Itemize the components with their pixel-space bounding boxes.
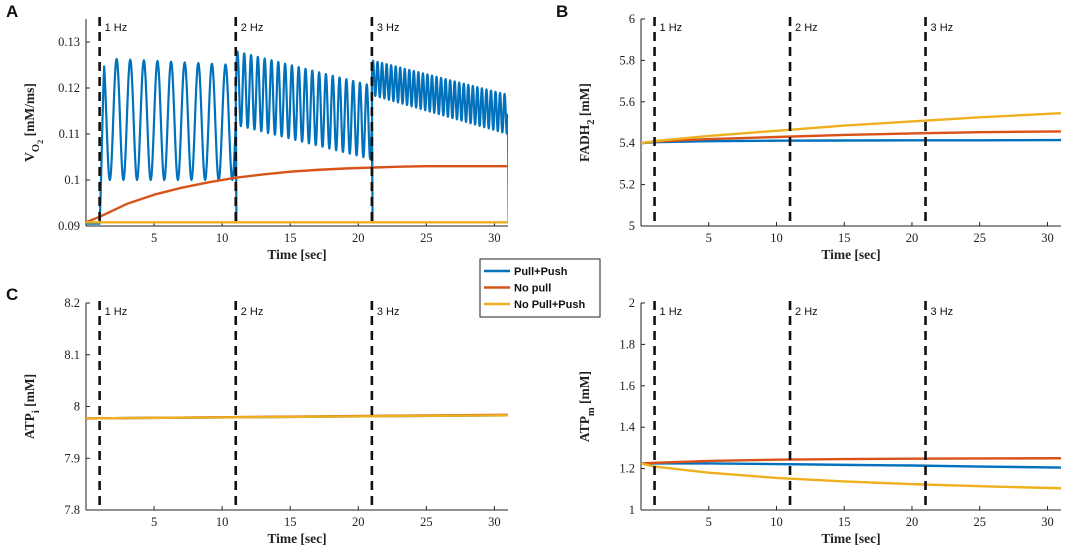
x-axis-label: Time [sec] (267, 247, 326, 262)
stimulus-marker-label: 3 Hz (377, 22, 400, 34)
x-tick-label: 20 (906, 515, 919, 529)
y-tick-label: 8.1 (64, 348, 80, 362)
y-tick-label: 0.12 (58, 81, 80, 95)
y-tick-label: 2 (629, 296, 635, 310)
stimulus-marker-label: 3 Hz (931, 306, 954, 318)
x-tick-label: 20 (352, 515, 365, 529)
x-tick-label: 10 (770, 231, 783, 245)
legend-label: Pull+Push (514, 266, 568, 278)
y-tick-label: 1.4 (619, 420, 635, 434)
stimulus-marker-label: 1 Hz (105, 306, 128, 318)
x-tick-label: 10 (216, 515, 229, 529)
stimulus-marker-label: 2 Hz (241, 22, 264, 34)
legend-label: No pull (514, 283, 551, 295)
y-axis-label: FADH2 [mM] (577, 83, 597, 162)
series-line-pull-push (641, 462, 1061, 469)
panel-letter: A (6, 2, 18, 21)
x-tick-label: 30 (1041, 515, 1054, 529)
x-tick-label: 20 (906, 231, 919, 245)
y-tick-label: 6 (629, 12, 635, 26)
panel-a: 5 10 15 20 25 30 0.09 0.1 0.11 0.12 0.13 Time [sec]… (6, 2, 508, 262)
x-tick-label: 20 (352, 231, 365, 245)
y-tick-label: 5.8 (619, 53, 635, 67)
y-tick-label: 1.2 (619, 462, 635, 476)
y-tick-label: 0.09 (58, 219, 80, 233)
x-tick-label: 30 (488, 515, 501, 529)
stimulus-marker-label: 2 Hz (795, 306, 818, 318)
y-tick-label: 1.8 (619, 337, 635, 351)
y-tick-label: 7.8 (64, 503, 80, 517)
panel-letter: C (6, 285, 18, 304)
stimulus-marker-label: 2 Hz (241, 306, 264, 318)
x-tick-label: 25 (973, 515, 986, 529)
series-line-no-pull-push (641, 462, 1061, 490)
x-tick-label: 5 (706, 231, 712, 245)
y-tick-label: 0.13 (58, 35, 80, 49)
y-tick-label: 7.9 (64, 451, 80, 465)
x-tick-label: 30 (488, 231, 501, 245)
y-axis-label: VO2 [mM/ms] (22, 83, 45, 162)
series-line-no-pull-push (86, 414, 508, 420)
stimulus-marker-label: 2 Hz (795, 22, 818, 34)
series-line-no-pull-push (641, 111, 1061, 145)
y-tick-label: 5.2 (619, 178, 635, 192)
x-tick-label: 15 (284, 231, 297, 245)
legend-label: No Pull+Push (514, 299, 585, 311)
panel-letter: B (556, 2, 568, 21)
x-tick-label: 25 (420, 515, 433, 529)
series-group (641, 457, 1061, 490)
panel-d: 5 10 15 20 25 30 1 1.2 1.4 1.6 1.8 2 Time [sec] ATPm … (577, 296, 1061, 546)
stimulus-marker-label: 1 Hz (105, 22, 128, 34)
panel-c: 5 10 15 20 25 30 7.8 7.9 8 8.1 8.2 Time [sec] ATPi [… (6, 285, 508, 546)
legend: Pull+Push No pull No Pull+Push (479, 258, 601, 318)
y-tick-label: 8 (74, 400, 80, 414)
y-tick-label: 0.11 (59, 127, 80, 141)
stimulus-marker-label: 1 Hz (660, 22, 683, 34)
y-tick-label: 5.4 (619, 136, 635, 150)
x-tick-label: 5 (151, 515, 157, 529)
y-tick-label: 1 (629, 503, 635, 517)
series-line-no-pull (641, 457, 1061, 465)
x-tick-label: 5 (706, 515, 712, 529)
x-tick-label: 25 (420, 231, 433, 245)
x-tick-label: 5 (151, 231, 157, 245)
series-group (86, 50, 508, 225)
series-line-no-pull (86, 165, 508, 224)
y-tick-label: 0.1 (64, 173, 80, 187)
y-tick-label: 5.6 (619, 95, 635, 109)
y-tick-label: 8.2 (64, 296, 80, 310)
series-line-pull-push (86, 50, 508, 225)
x-axis-label: Time [sec] (267, 531, 326, 546)
stimulus-marker-label: 3 Hz (931, 22, 954, 34)
series-group (86, 413, 508, 420)
x-tick-label: 15 (838, 231, 851, 245)
x-tick-label: 15 (838, 515, 851, 529)
x-axis-label: Time [sec] (821, 247, 880, 262)
stimulus-marker-label: 3 Hz (377, 306, 400, 318)
x-tick-label: 10 (216, 231, 229, 245)
x-axis-label: Time [sec] (821, 531, 880, 546)
stimulus-marker-label: 1 Hz (660, 306, 683, 318)
y-tick-label: 1.6 (619, 379, 635, 393)
y-axis-label: ATPi [mM] (22, 374, 42, 439)
x-tick-label: 10 (770, 515, 783, 529)
x-tick-label: 25 (973, 231, 986, 245)
x-tick-label: 30 (1041, 231, 1054, 245)
series-group (641, 111, 1061, 145)
series-line-pull-push (641, 138, 1061, 145)
y-axis-label: ATPm [mM] (577, 371, 597, 442)
panel-b: 5 10 15 20 25 30 5 5.2 5.4 5.6 5.8 6 Time [sec] FADH2… (556, 2, 1061, 262)
x-tick-label: 15 (284, 515, 297, 529)
y-tick-label: 5 (629, 219, 635, 233)
